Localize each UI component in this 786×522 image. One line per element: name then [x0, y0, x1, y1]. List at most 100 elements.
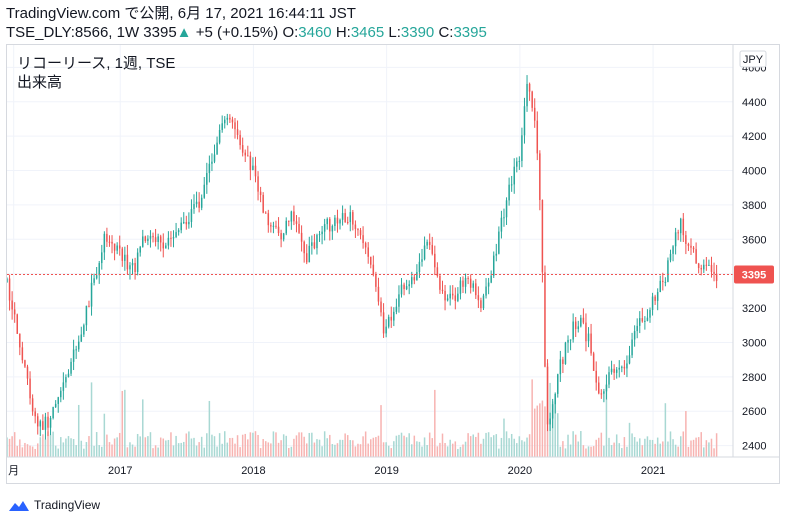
- volume-bar: [165, 440, 167, 457]
- candle-body: [259, 191, 262, 195]
- candle-body: [254, 165, 257, 177]
- candle-body: [715, 273, 718, 281]
- candle-body: [682, 218, 685, 236]
- volume-bar: [106, 434, 108, 457]
- price-chart[interactable]: 2400260028003000320034003600380040004200…: [7, 45, 779, 483]
- volume-bar: [623, 437, 626, 457]
- change-up-icon: ▲: [176, 24, 192, 41]
- volume-bar: [275, 432, 277, 457]
- volume-bar: [559, 446, 562, 457]
- candle-body: [357, 229, 359, 231]
- candle-body: [451, 293, 454, 296]
- candle-body: [449, 293, 451, 299]
- candle-body: [47, 416, 49, 428]
- candle-body: [321, 231, 323, 235]
- volume-bar: [408, 433, 410, 457]
- candle-body: [605, 384, 608, 392]
- volume-bar: [411, 444, 413, 457]
- candle-body: [218, 129, 221, 143]
- candle-body: [685, 235, 687, 244]
- volume-bar: [533, 408, 536, 457]
- candle-body: [352, 212, 354, 225]
- volume-bar: [703, 447, 705, 457]
- volume-bar: [103, 413, 106, 457]
- volume-bar: [672, 439, 674, 457]
- candle-body: [636, 325, 638, 332]
- volume-bar: [336, 443, 339, 457]
- volume-bar: [600, 432, 603, 457]
- candle-body: [190, 209, 193, 222]
- volume-bar: [298, 432, 300, 457]
- volume-bar: [585, 448, 587, 457]
- volume-bar: [282, 434, 285, 457]
- volume-bar: [449, 439, 451, 457]
- candle-body: [198, 201, 200, 208]
- volume-bar: [126, 447, 129, 457]
- change-value: +5 (+0.15%): [195, 24, 279, 41]
- candle-body: [592, 353, 595, 371]
- y-tick-label: 2400: [742, 441, 766, 453]
- volume-bar: [177, 443, 180, 457]
- volume-bar: [223, 431, 226, 457]
- candle-body: [697, 263, 700, 268]
- volume-bar: [500, 437, 503, 457]
- candle-body: [492, 255, 495, 276]
- volume-bar: [490, 437, 492, 457]
- volume-bar: [354, 446, 357, 457]
- candle-body: [280, 233, 282, 240]
- volume-bar: [587, 446, 590, 457]
- volume-indicator-label[interactable]: 出来高: [17, 74, 62, 91]
- volume-bar: [331, 444, 334, 457]
- volume-bar: [124, 389, 126, 457]
- candle-body: [177, 230, 180, 233]
- volume-bar: [679, 436, 682, 457]
- volume-bars: [7, 363, 718, 457]
- volume-bar: [19, 439, 21, 457]
- candle-body: [318, 234, 321, 236]
- candle-body: [247, 155, 249, 157]
- candle-body: [285, 220, 287, 234]
- candle-body: [305, 253, 308, 263]
- volume-bar: [277, 442, 280, 457]
- candle-body: [329, 218, 331, 232]
- candle-body: [103, 233, 106, 253]
- volume-bar: [323, 431, 326, 457]
- candle-body: [390, 316, 393, 321]
- volume-bar: [47, 431, 49, 457]
- volume-bar: [162, 438, 165, 457]
- volume-bar: [644, 438, 646, 457]
- volume-bar: [557, 413, 559, 457]
- candle-body: [154, 237, 157, 243]
- volume-bar: [60, 437, 62, 457]
- candle-body: [428, 241, 431, 245]
- candle-body: [692, 247, 695, 250]
- volume-bar: [185, 433, 188, 457]
- volume-bar: [49, 434, 52, 457]
- y-tick-label: 2600: [742, 406, 766, 418]
- candle-body: [239, 134, 241, 146]
- candle-body: [513, 166, 515, 185]
- candle-body: [431, 244, 434, 254]
- volume-bar: [418, 441, 421, 457]
- volume-bar: [446, 446, 449, 457]
- chart-frame[interactable]: 2400260028003000320034003600380040004200…: [6, 44, 780, 484]
- candle-body: [485, 286, 487, 296]
- volume-bar: [172, 445, 175, 457]
- candle-body: [42, 421, 44, 430]
- candle-body: [262, 194, 264, 213]
- footer-brand[interactable]: TradingView: [34, 498, 101, 512]
- candle-body: [439, 276, 441, 290]
- candle-body: [475, 283, 477, 296]
- volume-bar: [7, 437, 8, 457]
- candle-body: [147, 238, 149, 241]
- volume-bar: [367, 443, 369, 457]
- volume-bar: [318, 439, 321, 457]
- candle-body: [26, 366, 29, 379]
- candle-body: [341, 213, 344, 220]
- volume-bar: [147, 436, 149, 457]
- publish-info: TradingView.com で公開, 6月 17, 2021 16:44:1…: [6, 5, 356, 22]
- volume-bar: [221, 443, 223, 457]
- volume-bar: [656, 437, 659, 457]
- volume-bar: [357, 443, 359, 457]
- candle-body: [674, 232, 677, 247]
